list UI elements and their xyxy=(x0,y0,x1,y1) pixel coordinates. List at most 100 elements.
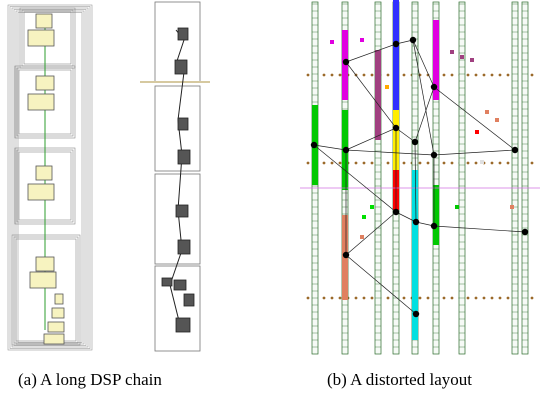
dsp-column xyxy=(458,1,466,355)
io-pad xyxy=(338,161,342,165)
logic-cell xyxy=(495,118,499,122)
net-node xyxy=(392,40,400,48)
io-pad xyxy=(338,73,342,77)
colored-segment xyxy=(375,50,381,140)
logic-cell xyxy=(362,215,366,219)
net-edge xyxy=(433,149,516,156)
io-pad xyxy=(442,73,446,77)
io-pad xyxy=(354,296,358,300)
dsp-block xyxy=(27,183,55,201)
outer-frame xyxy=(9,6,91,349)
net-edge xyxy=(345,254,417,315)
group-frame xyxy=(11,234,81,346)
colored-segment xyxy=(412,170,418,340)
io-pad xyxy=(306,73,310,77)
logic-cell xyxy=(360,235,364,239)
io-pad xyxy=(402,161,406,165)
io-pad xyxy=(330,73,334,77)
net-node xyxy=(430,222,438,230)
caption-a: (a) A long DSP chain xyxy=(18,370,162,389)
io-pad xyxy=(418,296,422,300)
io-pad xyxy=(482,296,486,300)
io-pad xyxy=(530,296,534,300)
io-pad xyxy=(490,296,494,300)
column-region xyxy=(154,173,201,265)
io-pad xyxy=(362,296,366,300)
dsp-chain-floorplan xyxy=(7,4,93,351)
io-pad xyxy=(450,73,454,77)
net-edge xyxy=(395,127,416,143)
io-pad xyxy=(426,296,430,300)
net-node xyxy=(392,208,400,216)
logic-cell xyxy=(480,160,484,164)
net-edge xyxy=(345,149,435,156)
io-pad xyxy=(354,161,358,165)
net-edge xyxy=(345,211,397,256)
io-pad xyxy=(338,296,342,300)
placed-dsp-block xyxy=(177,149,191,165)
net-edge xyxy=(414,141,417,223)
io-pad xyxy=(322,296,326,300)
io-pad xyxy=(386,73,390,77)
dsp-column xyxy=(511,1,519,355)
io-pad xyxy=(498,73,502,77)
io-pad xyxy=(490,161,494,165)
net-edge xyxy=(345,43,397,63)
net-edge xyxy=(433,225,526,233)
column-region xyxy=(154,265,201,352)
net-edge xyxy=(412,39,435,88)
net-node xyxy=(430,151,438,159)
placed-dsp-block xyxy=(174,59,188,75)
io-pad xyxy=(386,161,390,165)
logic-cell xyxy=(460,55,464,59)
io-pad xyxy=(362,161,366,165)
io-pad xyxy=(370,73,374,77)
io-pad xyxy=(466,73,470,77)
net-edge xyxy=(433,86,516,151)
logic-cell xyxy=(475,130,479,134)
logic-cell xyxy=(360,38,364,42)
io-pad xyxy=(466,161,470,165)
net-node xyxy=(412,218,420,226)
io-pad xyxy=(498,161,502,165)
io-pad xyxy=(474,161,478,165)
io-pad xyxy=(370,296,374,300)
net-edge xyxy=(313,144,347,151)
io-pad xyxy=(450,296,454,300)
panel-a-floorplan xyxy=(0,0,150,355)
net-edge xyxy=(313,144,397,213)
io-pad xyxy=(466,296,470,300)
placed-dsp-block xyxy=(177,117,189,131)
net-node xyxy=(511,146,519,154)
io-pad xyxy=(426,161,430,165)
logic-cell xyxy=(485,110,489,114)
net-node xyxy=(521,228,529,236)
group-frame xyxy=(13,236,79,344)
colored-segment xyxy=(433,185,439,245)
dsp-column xyxy=(374,1,382,355)
net-node xyxy=(411,138,419,146)
outer-frame xyxy=(13,9,87,346)
io-pad xyxy=(490,73,494,77)
dsp-block xyxy=(35,75,55,91)
logic-cell xyxy=(450,50,454,54)
net-node xyxy=(430,83,438,91)
group-frame xyxy=(15,238,77,342)
net-node xyxy=(342,251,350,259)
colored-segment xyxy=(393,0,399,110)
dsp-block xyxy=(35,165,53,181)
io-pad xyxy=(530,73,534,77)
outer-frame xyxy=(7,4,93,351)
panel-a-placement xyxy=(140,0,210,355)
io-pad xyxy=(506,296,510,300)
dsp-column xyxy=(432,1,440,355)
io-pad xyxy=(442,161,446,165)
placed-dsp-block xyxy=(177,27,189,41)
net-edge xyxy=(345,127,397,151)
net-node xyxy=(409,36,417,44)
distorted-layout xyxy=(300,0,540,355)
logic-cell xyxy=(385,85,389,89)
io-pad xyxy=(330,161,334,165)
group-frame xyxy=(23,11,72,65)
io-pad xyxy=(370,161,374,165)
